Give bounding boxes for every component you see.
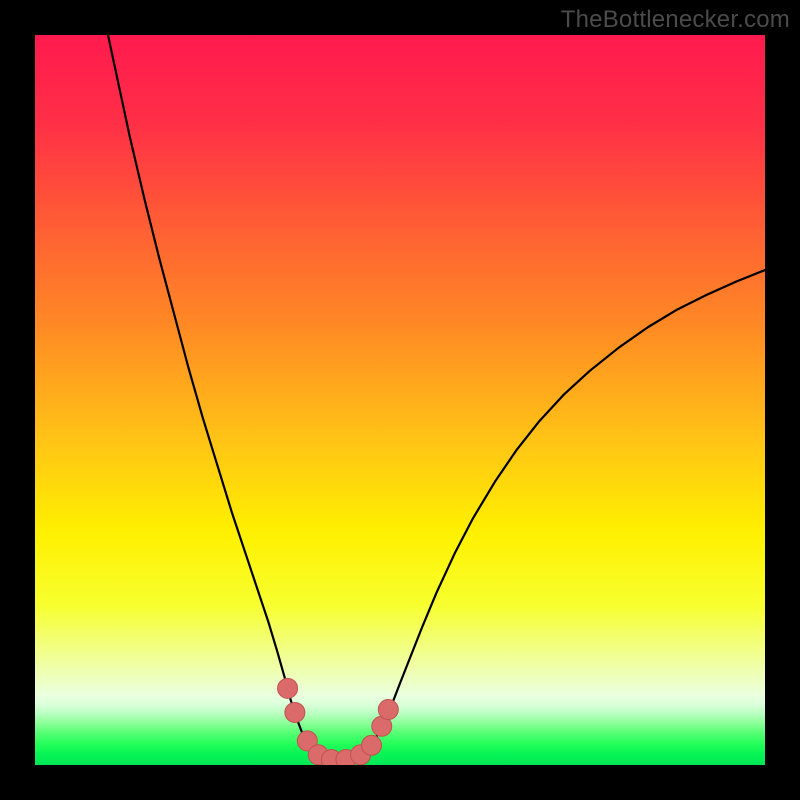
curve-marker bbox=[378, 700, 398, 720]
curve-marker bbox=[362, 735, 382, 755]
chart-stage: TheBottlenecker.com bbox=[0, 0, 800, 800]
curve-marker bbox=[278, 678, 298, 698]
bottleneck-chart bbox=[0, 0, 800, 800]
curve-marker bbox=[285, 702, 305, 722]
watermark-text: TheBottlenecker.com bbox=[561, 6, 790, 34]
gradient-background bbox=[35, 35, 765, 765]
